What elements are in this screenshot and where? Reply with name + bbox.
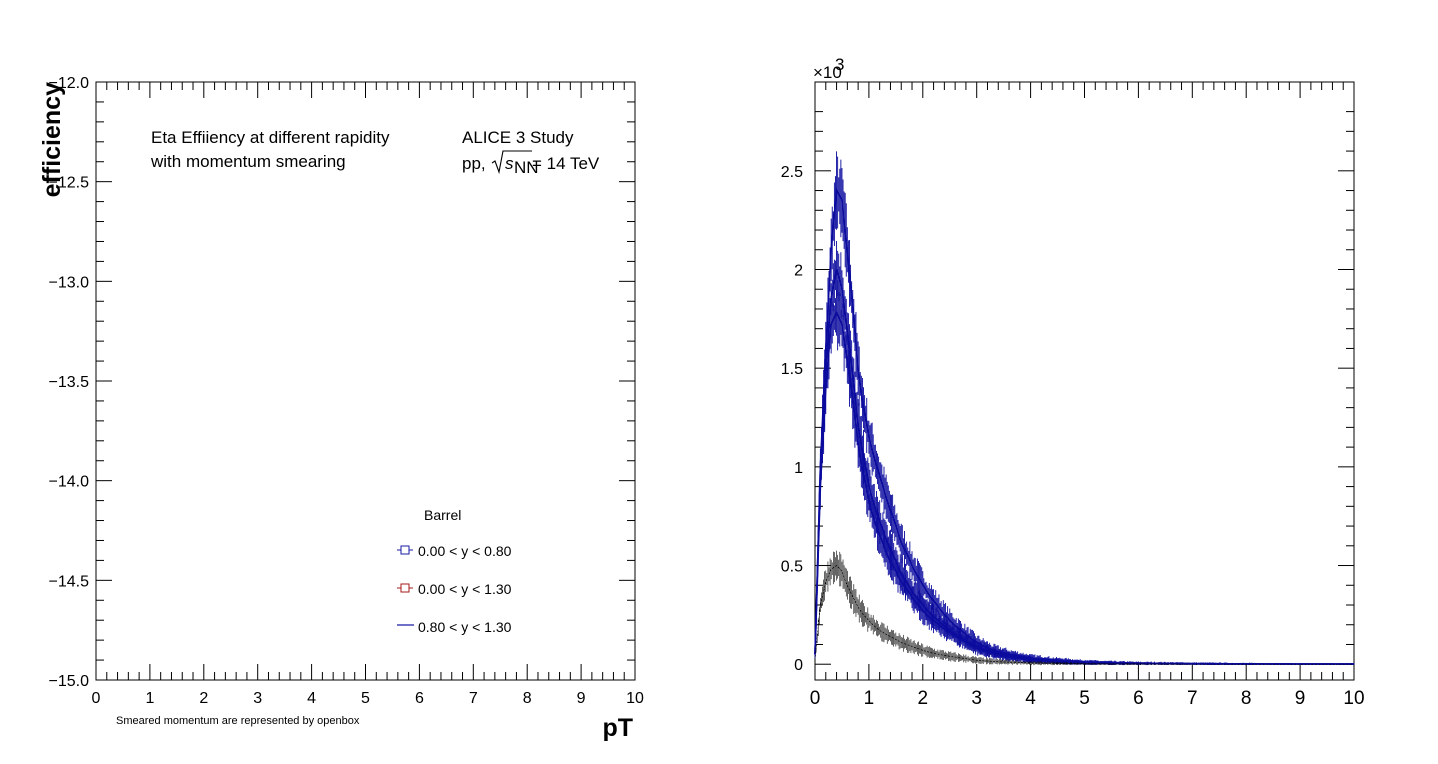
right-x-tick-labels: 0 1 2 3 4 5 6 7 8 9 10 [810, 688, 1365, 709]
left-y-tick-label: −13.5 [49, 374, 90, 391]
y-exponent-label: ×10 3 [813, 55, 844, 82]
left-x-tick-label: 5 [361, 690, 370, 707]
right-axis-ticks [814, 82, 1355, 680]
left-x-tick-label: 0 [92, 690, 101, 707]
right-x-tick-label: 0 [810, 688, 821, 709]
left-x-tick-label: 10 [626, 690, 644, 707]
right-y-tick-label: 1 [794, 460, 803, 477]
right-y-tick-label: 2 [794, 262, 803, 279]
legend-entry-2: 0.00 < y < 1.30 [397, 581, 512, 597]
series-line [814, 565, 1354, 665]
right-x-tick-label: 1 [864, 688, 875, 709]
legend-marker-open-square-blue [400, 545, 410, 555]
y-exponent-power: 3 [835, 55, 844, 74]
sqrt-sign [491, 150, 532, 175]
right-x-tick-label: 3 [971, 688, 982, 709]
left-y-tick-label: −13.0 [49, 274, 90, 291]
annotation-energy-suffix: = 14 TeV [532, 154, 600, 173]
right-series-curves [814, 151, 1355, 666]
right-y-tick-label: 0 [794, 657, 803, 674]
legend-marker-open-square-red [400, 583, 410, 593]
legend-entry-3: 0.80 < y < 1.30 [397, 619, 512, 635]
right-x-tick-label: 7 [1187, 688, 1198, 709]
series-curve-4 [814, 550, 1354, 666]
left-y-tick-labels: −15.0 −14.5 −14.0 −13.5 −13.0 −12.5 −12.0 [49, 75, 90, 690]
left-x-tick-label: 3 [253, 690, 262, 707]
left-x-tick-label: 8 [523, 690, 532, 707]
left-y-tick-label: −15.0 [49, 673, 90, 690]
right-x-tick-label: 6 [1133, 688, 1144, 709]
annotation-energy-prefix: pp, [462, 154, 486, 173]
left-x-tick-label: 9 [577, 690, 586, 707]
right-x-tick-label: 2 [918, 688, 929, 709]
left-y-tick-label: −14.5 [49, 573, 90, 590]
annotation-experiment: ALICE 3 Study [462, 128, 574, 147]
left-axis-ticks [95, 81, 636, 681]
legend-header: Barrel [424, 507, 461, 523]
annotation-energy-sub: NN [514, 158, 539, 177]
right-x-tick-label: 5 [1079, 688, 1090, 709]
annotation-energy: pp, s NN = 14 TeV [462, 150, 600, 177]
right-y-tick-label: 2.5 [781, 164, 803, 181]
left-x-tick-label: 6 [415, 690, 424, 707]
right-y-tick-label: 1.5 [781, 361, 803, 378]
y-exponent-base: ×10 [813, 63, 842, 82]
left-chart: 0 1 2 3 4 5 6 7 8 9 10 −15.0−14.5−14.0−13.5−13.0−1… [38, 75, 644, 742]
left-x-tick-label: 7 [469, 690, 478, 707]
right-x-tick-label: 10 [1343, 688, 1364, 709]
left-y-tick-label: −12.0 [49, 75, 90, 92]
left-x-tick-labels: 0 1 2 3 4 5 6 7 8 9 10 [92, 690, 644, 707]
legend-label-1: 0.00 < y < 0.80 [418, 543, 512, 559]
right-y-tick-labels: 0 0.5 1 1.5 2 2.5 [781, 164, 803, 674]
footnote: Smeared momentum are represented by open… [116, 715, 360, 727]
annotation-energy-s: s [505, 154, 514, 173]
right-x-tick-label: 9 [1295, 688, 1306, 709]
legend-label-3: 0.80 < y < 1.30 [418, 619, 512, 635]
legend: Barrel 0.00 < y < 0.80 0.00 < y < 1.30 0… [397, 507, 512, 635]
right-x-tick-label: 8 [1241, 688, 1252, 709]
left-x-tick-label: 1 [145, 690, 154, 707]
legend-entry-1: 0.00 < y < 0.80 [397, 543, 512, 559]
right-x-tick-label: 4 [1025, 688, 1036, 709]
legend-label-2: 0.00 < y < 1.30 [418, 581, 512, 597]
left-x-axis-title: pT [602, 714, 633, 742]
annotation-title-line2: with momentum smearing [150, 152, 346, 171]
left-y-axis-title: efficiency [38, 82, 66, 197]
right-chart: 0 1 2 3 4 5 6 7 8 9 10 0 0.5 1 1.5 2 2.5 ×10 3 [781, 55, 1365, 709]
annotation-title-line1: Eta Effiiency at different rapidity [151, 128, 390, 147]
right-y-tick-label: 0.5 [781, 559, 803, 576]
left-y-tick-label: −14.0 [49, 474, 90, 491]
left-x-tick-label: 2 [199, 690, 208, 707]
left-y-tick-label: −12.5 [49, 175, 90, 192]
left-x-tick-label: 4 [307, 690, 316, 707]
